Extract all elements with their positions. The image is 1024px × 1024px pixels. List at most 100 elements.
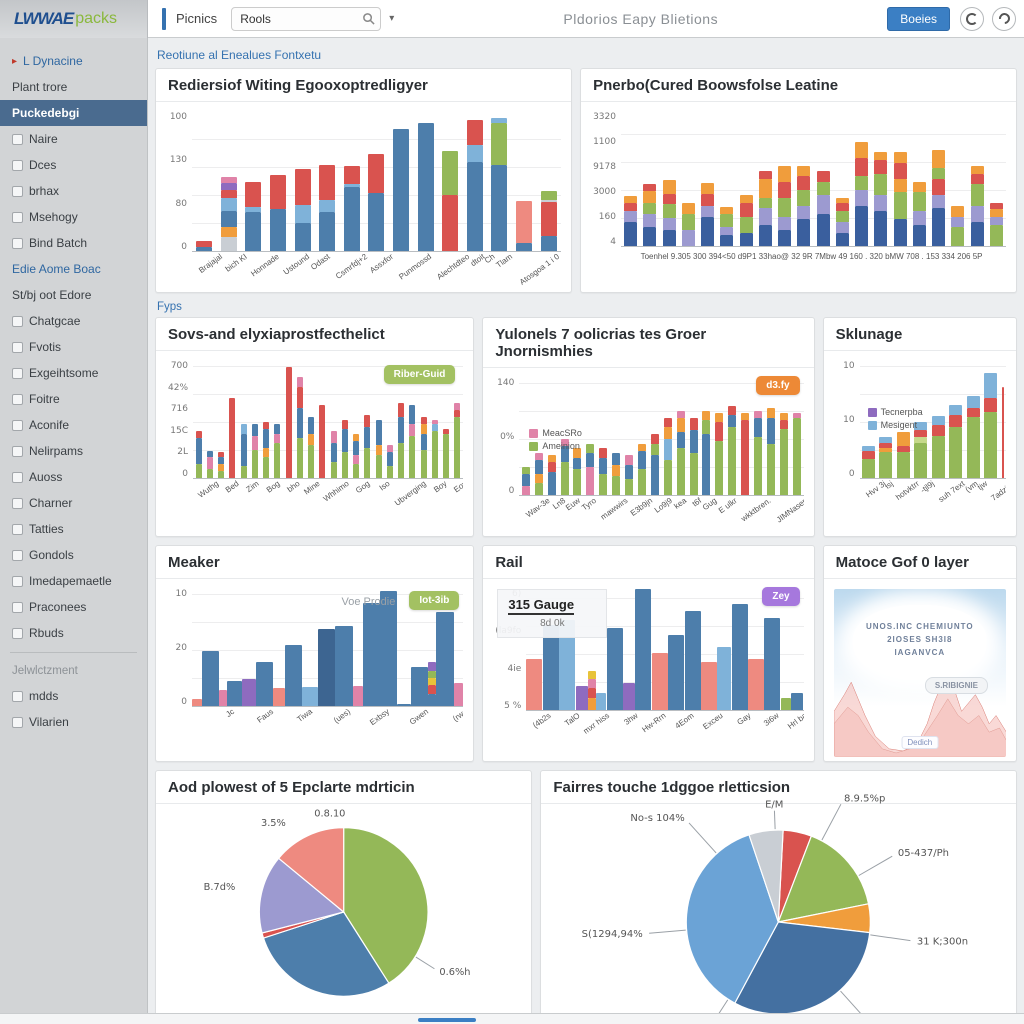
checkbox[interactable] xyxy=(12,497,23,509)
sidebar-item-vilarien[interactable]: Vilarien xyxy=(0,709,147,735)
sidebar-item-naire[interactable]: Naire xyxy=(0,126,147,152)
sidebar-item-plant-trore[interactable]: Plant trore xyxy=(0,74,147,100)
pie-chart: 0.8.10 3.5% B.7d% 0.6%h xyxy=(166,808,521,1010)
sidebar-item-label: brhax xyxy=(29,184,60,198)
checkbox[interactable] xyxy=(12,690,23,702)
sidebar-item-gondols[interactable]: Gondols xyxy=(0,542,147,568)
sidebar-item-label: Charner xyxy=(29,496,73,510)
logo-primary-text: LWWAE xyxy=(14,8,74,28)
iot3ib-badge[interactable]: Iot-3ib xyxy=(409,591,460,610)
sidebar-item-label: Dces xyxy=(29,158,57,172)
panel-title: Sovs-and elyxiaprostfecthelict xyxy=(156,318,474,351)
sidebar-item-exgeihtsome[interactable]: Exgeihtsome xyxy=(0,360,147,386)
panel-pie-fairres: Fairres touche 1dggoe rletticsion E/M 8.9… xyxy=(540,770,1017,1024)
sidebar-item-label: Fvotis xyxy=(29,340,62,354)
sidebar-item-dces[interactable]: Dces xyxy=(0,152,147,178)
sidebar-item-brhax[interactable]: brhax xyxy=(0,178,147,204)
legend-swatch xyxy=(529,441,539,451)
panel-title: Matoce Gof 0 layer xyxy=(823,546,1016,579)
sidebar-item-tatties[interactable]: Tatties xyxy=(0,516,147,542)
legend-item: Ameinion xyxy=(529,441,582,451)
sidebar-divider xyxy=(10,652,137,653)
panel-title: Aod plowest of 5 Epclarte mdrticin xyxy=(156,771,532,804)
d3fy-badge[interactable]: d3.fy xyxy=(756,376,800,395)
svg-text:8.9.5%p: 8.9.5%p xyxy=(844,794,885,805)
sidebar-item-imedapemaetle[interactable]: Imedapemaetle xyxy=(0,568,147,594)
sidebar-item-fvotis[interactable]: Fvotis xyxy=(0,334,147,360)
sidebar-item-puckedebgi[interactable]: Puckedebgi xyxy=(0,100,147,126)
half-moon-icon-button[interactable] xyxy=(960,6,984,31)
checkbox[interactable] xyxy=(12,601,23,613)
checkbox[interactable] xyxy=(12,627,23,639)
checkbox[interactable] xyxy=(12,549,23,561)
checkbox[interactable] xyxy=(12,471,23,483)
panel-rediersiof: Rediersiof Witing Egooxoptredligyer 100 1… xyxy=(155,68,573,293)
sidebar-item-label: Aconife xyxy=(29,418,70,432)
bottom-bar xyxy=(0,1013,1024,1024)
checkbox[interactable] xyxy=(12,237,23,249)
checkbox[interactable] xyxy=(12,575,23,587)
nav-item-picnics[interactable]: Picnics xyxy=(176,11,218,26)
section-link-fyps[interactable]: Fyps xyxy=(157,301,182,313)
chart-legend: MeacSRo Ameinion xyxy=(529,428,582,451)
search-icon xyxy=(363,13,375,25)
search-input[interactable] xyxy=(231,6,382,31)
half-moon-icon xyxy=(966,12,978,25)
sidebar-item-label: Msehogy xyxy=(29,210,78,224)
sidebar-item-chatgcae[interactable]: Chatgcae xyxy=(0,308,147,334)
riber-guid-badge[interactable]: Riber-Guid xyxy=(383,365,456,384)
zey-badge[interactable]: Zey xyxy=(762,587,800,606)
sidebar-item-label: Gondols xyxy=(29,548,74,562)
tooltip-subtitle: 8d 0k xyxy=(540,618,565,629)
sidebar-item-bind-batch[interactable]: Bind Batch xyxy=(0,230,147,256)
breadcrumb[interactable]: Reotiune al Enealues Fontxetu xyxy=(157,48,322,62)
sidebar-item-label: Praconees xyxy=(29,600,87,614)
app-logo[interactable]: LWWAE packs xyxy=(0,0,148,38)
top-header: LWWAE packs Picnics ▾ Pldorios Eapy Blie… xyxy=(0,0,1024,38)
sidebar-item-label: Exgeihtsome xyxy=(29,366,99,380)
search-dropdown-caret-icon[interactable]: ▾ xyxy=(389,13,395,24)
area-chart: UNOS.INC CHEMIUNTO 2IOSES SH3I8 IAGANVCA… xyxy=(833,589,1006,757)
checkbox[interactable] xyxy=(12,315,23,327)
cloud-line: IAGANVCA xyxy=(894,647,946,657)
sidebar-item-msehogy[interactable]: Msehogy xyxy=(0,204,147,230)
sidebar-item-nelirpams[interactable]: Nelirpams xyxy=(0,438,147,464)
sidebar-item-foitre[interactable]: Foitre xyxy=(0,386,147,412)
sidebar-item-charner[interactable]: Charner xyxy=(0,490,147,516)
sidebar-item-label: Tatties xyxy=(29,522,64,536)
legend-swatch xyxy=(867,407,877,417)
sidebar-item-auoss[interactable]: Auoss xyxy=(0,464,147,490)
checkbox[interactable] xyxy=(12,445,23,457)
checkbox[interactable] xyxy=(12,341,23,353)
bar-chart: 10 20 0 Jc Faus Tiwa (ues) Exbsy Gwen (rwa xyxy=(175,589,464,728)
checkbox[interactable] xyxy=(12,211,23,223)
sidebar-item-label: Jelwlctzment xyxy=(12,665,78,677)
stacked-bar-chart: 10 10 0 Hvv 3j isj hotvktrr -tjl9j suh 7ext (vm t… xyxy=(843,361,1006,505)
sidebar-item-label: L Dynacine xyxy=(23,54,83,68)
checkbox[interactable] xyxy=(12,159,23,171)
sidebar-item-edie-aome-boac[interactable]: Edie Aome Boac xyxy=(0,256,147,282)
checkbox[interactable] xyxy=(12,367,23,379)
svg-text:0.8.10: 0.8.10 xyxy=(314,808,345,819)
sidebar-item-rbuds[interactable]: Rbuds xyxy=(0,620,147,646)
svg-text:0.6%h: 0.6%h xyxy=(439,967,470,978)
panel-title: Fairres touche 1dggoe rletticsion xyxy=(541,771,1016,804)
sidebar-item-aconife[interactable]: Aconife xyxy=(0,412,147,438)
checkbox[interactable] xyxy=(12,716,23,728)
checkbox[interactable] xyxy=(12,523,23,535)
checkbox[interactable] xyxy=(12,419,23,431)
sidebar-item-l-dynacine[interactable]: ▸ L Dynacine xyxy=(0,48,147,74)
checkbox[interactable] xyxy=(12,393,23,405)
checkbox[interactable] xyxy=(12,133,23,145)
sidebar-item-mdds[interactable]: mdds xyxy=(0,683,147,709)
svg-text:E/M: E/M xyxy=(765,799,783,810)
sribignie-badge[interactable]: S.RIBIGNIE xyxy=(924,677,988,694)
checkbox[interactable] xyxy=(12,185,23,197)
refresh-icon-button[interactable] xyxy=(992,6,1016,31)
sidebar-item-praconees[interactable]: Praconees xyxy=(0,594,147,620)
sidebar-item-st-bj-oot-edore[interactable]: St/bj oot Edore xyxy=(0,282,147,308)
primary-action-button[interactable]: Boeies xyxy=(887,6,950,31)
sidebar-item-label: Imedapemaetle xyxy=(29,574,112,588)
